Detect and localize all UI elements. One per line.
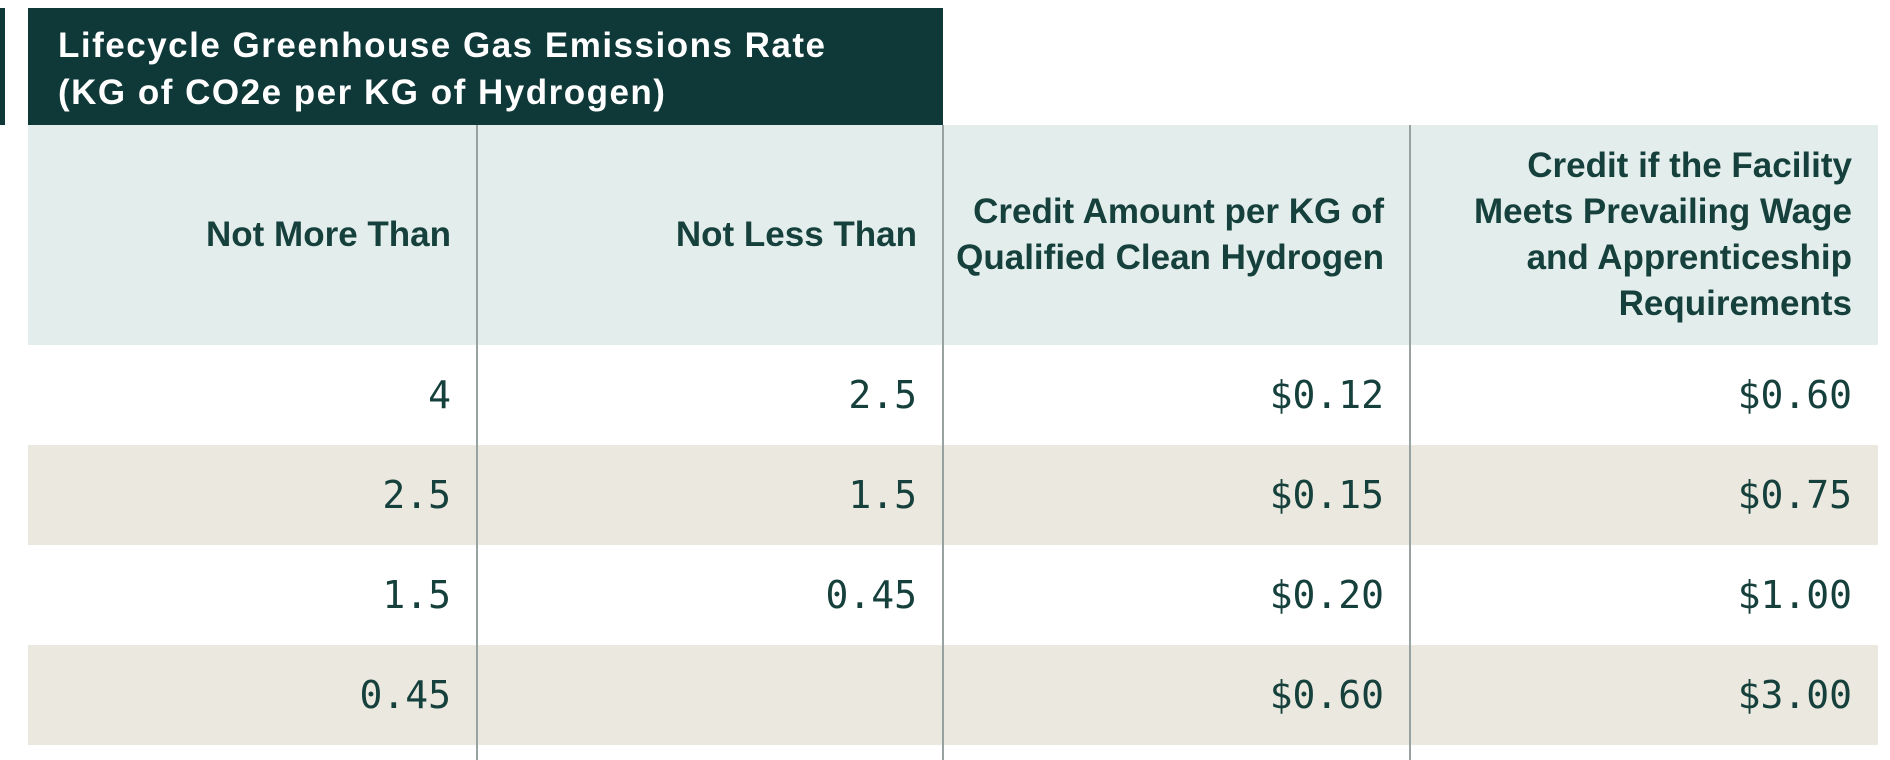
col-header-credit-amount: Credit Amount per KG of Qualified Clean …: [943, 125, 1410, 345]
cell-not-less-than: 2.5: [848, 373, 917, 417]
cell-not-less-than: 0.45: [825, 573, 917, 617]
cell-credit-amount: $0.15: [1269, 473, 1384, 517]
col-header-not-more-than: Not More Than: [28, 125, 477, 345]
cell-credit-amount: $0.12: [1269, 373, 1384, 417]
cell-credit-wage: $0.75: [1737, 473, 1852, 517]
col-header-not-less-than-label: Not Less Than: [675, 215, 917, 254]
column-divider: [1409, 125, 1411, 760]
table-row: 4 2.5 $0.12 $0.60: [28, 345, 1878, 445]
cell-credit-amount: $0.20: [1269, 573, 1384, 617]
cell-credit-wage: $1.00: [1737, 573, 1852, 617]
col-header-credit-wage-apprenticeship: Credit if the Facility Meets Prevailing …: [1410, 125, 1878, 345]
col-header-credit-amount-line2: Qualified Clean Hydrogen: [956, 238, 1384, 277]
col-header-credit-wage-line1: Credit if the Facility: [1527, 146, 1852, 185]
cell-not-more-than: 2.5: [382, 473, 451, 517]
cell-credit-amount: $0.60: [1269, 673, 1384, 717]
table-title-banner: Lifecycle Greenhouse Gas Emissions Rate …: [28, 8, 943, 125]
cell-not-more-than: 4: [428, 373, 451, 417]
column-divider: [942, 125, 944, 760]
col-header-credit-wage-line3: and Apprenticeship: [1526, 238, 1852, 277]
table-header-row: Not More Than Not Less Than Credit Amoun…: [28, 125, 1878, 345]
table-row: 2.5 1.5 $0.15 $0.75: [28, 445, 1878, 545]
table-title-line2: (KG of CO2e per KG of Hydrogen): [58, 73, 667, 112]
cell-not-more-than: 1.5: [382, 573, 451, 617]
cell-not-more-than: 0.45: [359, 673, 451, 717]
column-divider: [476, 125, 478, 760]
table-row: 0.45 $0.60 $3.00: [28, 645, 1878, 745]
cropped-left-edge-element: [0, 8, 5, 125]
cell-not-less-than: 1.5: [848, 473, 917, 517]
col-header-not-more-than-label: Not More Than: [206, 215, 451, 254]
cell-credit-wage: $3.00: [1737, 673, 1852, 717]
col-header-credit-wage-line2: Meets Prevailing Wage: [1474, 192, 1852, 231]
table-row: 1.5 0.45 $0.20 $1.00: [28, 545, 1878, 645]
table-title-line1: Lifecycle Greenhouse Gas Emissions Rate: [58, 26, 827, 65]
col-header-credit-wage-line4: Requirements: [1618, 284, 1852, 323]
col-header-credit-amount-line1: Credit Amount per KG of: [973, 192, 1384, 231]
col-header-not-less-than: Not Less Than: [477, 125, 943, 345]
cell-credit-wage: $0.60: [1737, 373, 1852, 417]
